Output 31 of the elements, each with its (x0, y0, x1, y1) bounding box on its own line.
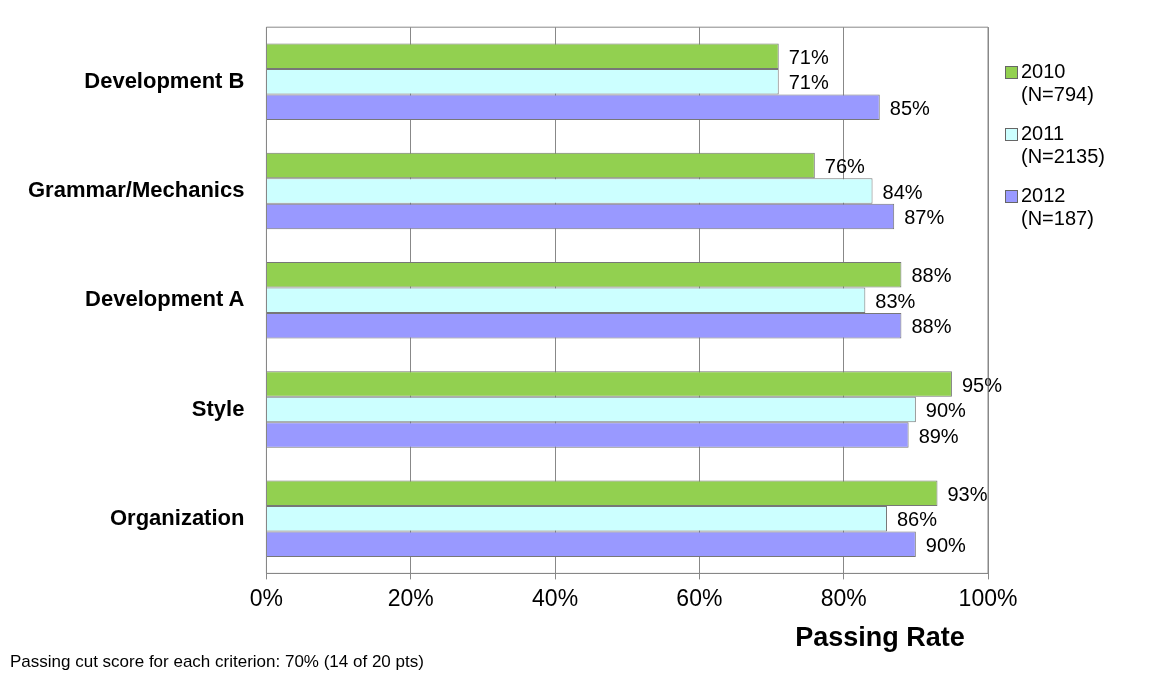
x-tick-label: 100% (958, 584, 1018, 611)
y-tick-label: Development B (84, 67, 245, 93)
y-tick-label: Organization (109, 504, 245, 530)
text: Passing cut score for each criterion: 70% (14 of 20 pts) (10, 652, 424, 672)
data-label: 89% (918, 424, 959, 447)
data-label: 95% (961, 373, 1003, 396)
y-tick-label: Grammar/Mechanics (28, 177, 245, 203)
legend-label: 2011 (N=2135) (1021, 122, 1105, 168)
data-label: 76% (824, 155, 866, 178)
legend-label: 2010 (N=794) (1021, 60, 1094, 106)
data-label: 90% (925, 533, 967, 556)
data-label: 93% (947, 482, 988, 505)
data-label: 86% (896, 508, 938, 531)
data-label: 84% (882, 180, 923, 203)
x-tick-label: 40% (532, 584, 579, 611)
data-label: 88% (911, 264, 952, 287)
x-axis-title: Passing Rate (794, 622, 966, 653)
y-tick-label: Style (191, 395, 245, 421)
x-tick-label: 20% (387, 584, 434, 611)
data-label: 87% (904, 206, 945, 229)
data-label: 88% (911, 315, 952, 338)
x-tick-label: 60% (676, 584, 723, 611)
x-tick-label: 0% (249, 584, 284, 611)
data-label: 90% (925, 399, 967, 422)
x-tick-label: 80% (820, 584, 867, 611)
data-label: 71% (788, 71, 829, 94)
data-label: 85% (889, 96, 931, 119)
data-label: 71% (788, 45, 829, 68)
data-label: 83% (875, 289, 916, 312)
y-tick-label: Development A (85, 286, 245, 312)
legend-label: 2012 (N=187) (1021, 184, 1094, 230)
